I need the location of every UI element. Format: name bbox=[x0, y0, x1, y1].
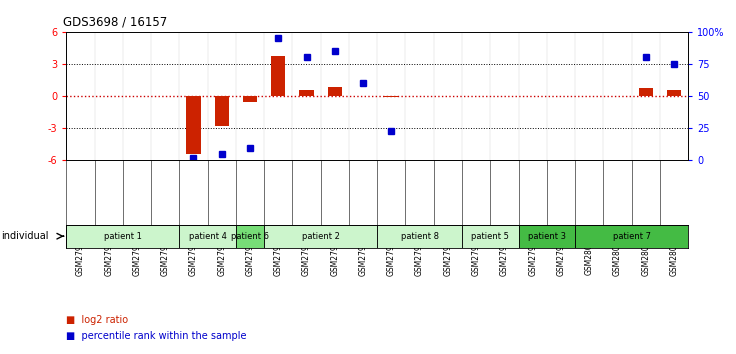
Bar bbox=[462, 224, 519, 248]
Bar bbox=[236, 224, 264, 248]
Bar bbox=[300, 90, 314, 96]
Bar bbox=[639, 88, 653, 96]
Bar bbox=[264, 224, 378, 248]
Text: patient 2: patient 2 bbox=[302, 232, 339, 241]
Text: patient 4: patient 4 bbox=[188, 232, 227, 241]
Text: patient 7: patient 7 bbox=[612, 232, 651, 241]
Bar bbox=[575, 224, 688, 248]
Bar bbox=[215, 96, 229, 126]
Text: patient 6: patient 6 bbox=[231, 232, 269, 241]
Bar bbox=[186, 96, 200, 154]
Bar bbox=[328, 87, 342, 96]
Text: individual: individual bbox=[1, 231, 49, 241]
Text: patient 5: patient 5 bbox=[471, 232, 509, 241]
Bar bbox=[519, 224, 575, 248]
Bar bbox=[271, 56, 286, 96]
Text: ■  log2 ratio: ■ log2 ratio bbox=[66, 315, 128, 325]
Bar bbox=[66, 224, 180, 248]
Bar bbox=[384, 96, 398, 97]
Bar bbox=[378, 224, 462, 248]
Text: patient 1: patient 1 bbox=[104, 232, 142, 241]
Text: patient 3: patient 3 bbox=[528, 232, 566, 241]
Text: patient 8: patient 8 bbox=[400, 232, 439, 241]
Bar bbox=[243, 96, 257, 102]
Text: ■  percentile rank within the sample: ■ percentile rank within the sample bbox=[66, 331, 247, 341]
Bar bbox=[180, 224, 236, 248]
Text: GDS3698 / 16157: GDS3698 / 16157 bbox=[63, 15, 167, 28]
Bar bbox=[667, 90, 681, 96]
